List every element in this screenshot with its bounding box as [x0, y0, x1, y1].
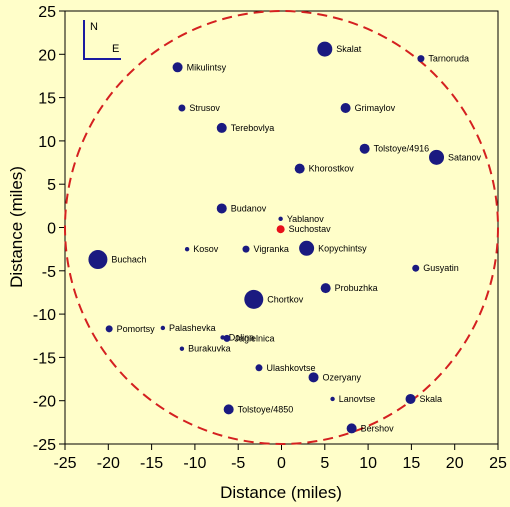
- label-tolstoye-4916: Tolstoye/4916: [374, 144, 430, 154]
- label-jagielnica: Jagielnica: [234, 333, 274, 343]
- y-tick-label: 0: [47, 221, 56, 238]
- label-pomortsy: Pomortsy: [117, 324, 156, 334]
- point-vigranka: [242, 245, 250, 253]
- label-strusov: Strusov: [189, 103, 220, 113]
- point-skalat: [317, 41, 333, 57]
- y-tick-label: -5: [42, 264, 56, 281]
- point-lanovtse: [330, 396, 335, 402]
- x-tick-label: -15: [140, 455, 163, 472]
- label-probuzhka: Probuzhka: [335, 283, 378, 293]
- point-kopychintsy: [299, 240, 315, 256]
- x-tick-label: 10: [359, 455, 377, 472]
- label-suchostav: Suchostav: [289, 224, 332, 234]
- label-kosov: Kosov: [193, 244, 219, 254]
- range-circle: [64, 10, 499, 445]
- point-skala: [405, 393, 416, 404]
- point-grimaylov: [340, 102, 351, 113]
- label-gusyatin: Gusyatin: [423, 263, 459, 273]
- point-suchostav: [276, 225, 285, 234]
- label-kopychintsy: Kopychintsy: [318, 243, 367, 253]
- point-tolstoye-4850: [223, 404, 234, 415]
- label-budanov: Budanov: [231, 203, 267, 213]
- label-tolstoye-4850: Tolstoye/4850: [238, 404, 294, 414]
- label-burakuvka: Burakuvka: [188, 344, 231, 354]
- x-tick-label: -20: [97, 455, 120, 472]
- x-tick-label: -5: [231, 455, 245, 472]
- point-gusyatin: [412, 264, 420, 272]
- x-tick-label: -10: [183, 455, 206, 472]
- point-ozeryany: [308, 372, 319, 383]
- point-chortkov: [244, 289, 264, 309]
- y-tick-label: -15: [33, 350, 56, 367]
- point-burakuvka: [179, 346, 185, 351]
- y-tick-label: 15: [38, 91, 56, 108]
- label-yablanov: Yablanov: [287, 214, 324, 224]
- point-tarnoruda: [417, 55, 425, 63]
- y-tick-label: 25: [38, 4, 56, 21]
- data-points: Skalat Tarnoruda Mikulintsy Strusov Grimaylo…: [88, 41, 482, 434]
- label-terebovlya: Terebovlya: [231, 123, 275, 133]
- point-satanov: [429, 149, 445, 165]
- label-skala: Skala: [420, 394, 443, 404]
- label-chortkov: Chortkov: [267, 294, 304, 304]
- point-buchach: [88, 250, 108, 270]
- y-tick-label: 10: [38, 134, 56, 151]
- label-vigranka: Vigranka: [253, 244, 288, 254]
- label-grimaylov: Grimaylov: [355, 103, 396, 113]
- point-mikulintsy: [172, 62, 183, 73]
- label-tarnoruda: Tarnoruda: [428, 54, 469, 64]
- label-palashevka: Palashevka: [169, 323, 216, 333]
- label-mikulintsy: Mikulintsy: [187, 62, 227, 72]
- compass-east-label: E: [112, 43, 119, 55]
- x-tick-label: 15: [403, 455, 421, 472]
- compass: N E: [83, 20, 121, 60]
- y-axis-title: Distance (miles): [7, 166, 26, 288]
- label-bershov: Bershov: [361, 423, 395, 433]
- point-bershov: [346, 423, 357, 434]
- label-satanov: Satanov: [448, 152, 482, 162]
- point-tolstoye-4916: [359, 143, 370, 154]
- label-ulashkovtse: Ulashkovtse: [266, 363, 315, 373]
- point-strusov: [178, 104, 186, 112]
- point-yablanov: [278, 216, 283, 222]
- point-khorostkov: [294, 163, 305, 174]
- y-tick-label: -20: [33, 394, 56, 411]
- point-probuzhka: [320, 283, 331, 294]
- x-tick-label: -25: [53, 455, 76, 472]
- point-terebovlya: [216, 122, 227, 133]
- range-circle-layer: [64, 10, 499, 445]
- y-tick-label: 5: [47, 177, 56, 194]
- label-skalat: Skalat: [336, 44, 362, 54]
- compass-north-label: N: [90, 21, 98, 33]
- y-tick-label: -25: [33, 437, 56, 454]
- x-tick-label: 20: [446, 455, 464, 472]
- label-ozeryany: Ozeryany: [323, 372, 362, 382]
- x-tick-label: 0: [277, 455, 286, 472]
- x-tick-label: 25: [489, 455, 507, 472]
- point-palashevka: [160, 325, 166, 331]
- label-lanovtse: Lanovtse: [339, 394, 376, 404]
- label-dolina: Dolina: [229, 332, 255, 342]
- point-ulashkovtse: [255, 364, 263, 372]
- label-khorostkov: Khorostkov: [309, 164, 355, 174]
- point-pomortsy: [105, 325, 113, 333]
- point-jagielnica: [223, 334, 231, 342]
- point-kosov: [184, 246, 190, 252]
- x-axis-title: Distance (miles): [220, 483, 342, 502]
- y-tick-label: 20: [38, 47, 56, 64]
- x-tick-label: 5: [320, 455, 329, 472]
- point-budanov: [216, 203, 227, 214]
- y-tick-label: -10: [33, 307, 56, 324]
- label-buchach: Buchach: [111, 255, 146, 265]
- axis-ticks: -25 -20 -15 -10 -5 0 5 10 15 20 25 25 20 15 10 5 0 -5 -10 -…: [33, 4, 507, 472]
